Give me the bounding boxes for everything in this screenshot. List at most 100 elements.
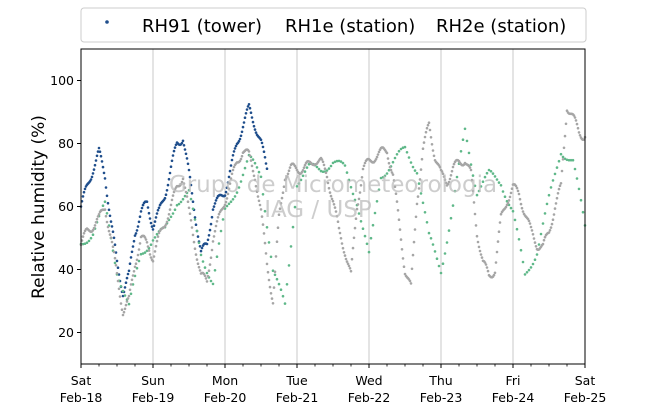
- data-point: [335, 214, 339, 218]
- data-point: [214, 224, 218, 228]
- data-point: [470, 178, 474, 182]
- data-point: [561, 155, 565, 159]
- data-point: [127, 294, 131, 298]
- data-point: [515, 227, 519, 231]
- data-point: [129, 256, 133, 259]
- data-point: [449, 216, 453, 220]
- data-point: [146, 245, 150, 248]
- data-point: [498, 221, 502, 224]
- data-point: [254, 131, 258, 134]
- data-point: [556, 192, 560, 195]
- data-point: [543, 235, 547, 239]
- data-point: [363, 234, 367, 238]
- data-point: [210, 248, 214, 252]
- data-point: [373, 211, 377, 215]
- data-point: [211, 240, 215, 243]
- data-point: [196, 262, 200, 266]
- data-point: [119, 302, 123, 305]
- data-point: [352, 236, 356, 240]
- data-point: [439, 271, 443, 275]
- data-point: [565, 158, 569, 162]
- data-point: [259, 138, 263, 142]
- data-point: [155, 212, 159, 215]
- data-point: [110, 240, 114, 244]
- data-point: [223, 194, 227, 197]
- legend[interactable]: RH91 (tower) RH1e (station) RH2e (statio…: [80, 7, 587, 43]
- data-point: [381, 176, 385, 179]
- data-point: [169, 165, 173, 168]
- data-point: [132, 239, 136, 243]
- data-point: [245, 108, 249, 111]
- data-point: [271, 302, 275, 305]
- data-point: [385, 151, 389, 155]
- data-point: [114, 264, 118, 267]
- data-point: [149, 256, 153, 259]
- data-point: [213, 269, 217, 272]
- data-point: [266, 270, 270, 274]
- data-point: [153, 250, 157, 253]
- data-point: [469, 168, 473, 172]
- data-point: [441, 262, 445, 266]
- data-point: [447, 180, 451, 184]
- data-point: [562, 146, 566, 150]
- data-point: [115, 271, 119, 275]
- data-point: [547, 193, 551, 197]
- data-point: [166, 217, 170, 220]
- data-point: [548, 229, 552, 232]
- data-point: [323, 167, 327, 170]
- data-point: [471, 189, 475, 193]
- y-tick-label: 40: [58, 262, 74, 277]
- data-point: [248, 154, 252, 157]
- data-point: [425, 221, 429, 224]
- data-point: [103, 177, 107, 180]
- data-point: [531, 262, 535, 266]
- data-point: [550, 222, 554, 226]
- data-point: [132, 270, 136, 273]
- data-point: [91, 233, 95, 236]
- data-point: [479, 253, 483, 256]
- data-point: [342, 251, 346, 254]
- data-point: [91, 172, 95, 175]
- data-point: [349, 185, 353, 189]
- data-point: [165, 220, 169, 224]
- data-point: [503, 195, 507, 198]
- data-point: [181, 197, 185, 201]
- data-point: [105, 220, 109, 224]
- data-point: [249, 111, 253, 114]
- data-point: [233, 195, 237, 198]
- data-point: [438, 166, 442, 169]
- data-point: [155, 239, 159, 243]
- data-point: [250, 164, 254, 168]
- data-point: [87, 239, 91, 243]
- data-point: [333, 206, 337, 209]
- data-point: [477, 189, 481, 193]
- data-point: [251, 158, 255, 161]
- data-point: [126, 297, 130, 300]
- data-point: [431, 149, 435, 152]
- data-point: [579, 198, 583, 202]
- data-point: [303, 170, 307, 173]
- data-point: [181, 139, 185, 143]
- data-point: [561, 158, 565, 161]
- data-point: [126, 272, 130, 276]
- data-point: [192, 240, 196, 244]
- data-point: [168, 171, 172, 175]
- data-point: [195, 258, 199, 261]
- data-point: [506, 201, 510, 205]
- data-point: [144, 238, 148, 241]
- data-point: [179, 200, 183, 204]
- data-point: [443, 178, 447, 181]
- data-point: [207, 234, 211, 237]
- data-point: [445, 241, 449, 244]
- data-point: [256, 195, 260, 198]
- data-point: [179, 182, 183, 186]
- data-point: [151, 228, 155, 231]
- data-point: [109, 236, 113, 239]
- data-point: [125, 300, 129, 303]
- data-point: [302, 166, 306, 169]
- data-point: [108, 214, 112, 218]
- y-tick-label: 60: [58, 199, 74, 214]
- data-point: [184, 152, 188, 156]
- data-point: [215, 255, 219, 258]
- data-point: [113, 261, 117, 265]
